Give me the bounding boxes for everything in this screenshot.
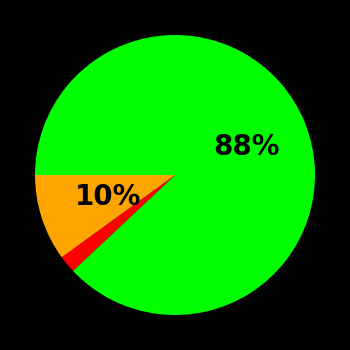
Wedge shape (62, 175, 175, 271)
Text: 88%: 88% (214, 133, 280, 161)
Text: 10%: 10% (75, 183, 142, 211)
Wedge shape (35, 175, 175, 257)
Wedge shape (35, 35, 315, 315)
